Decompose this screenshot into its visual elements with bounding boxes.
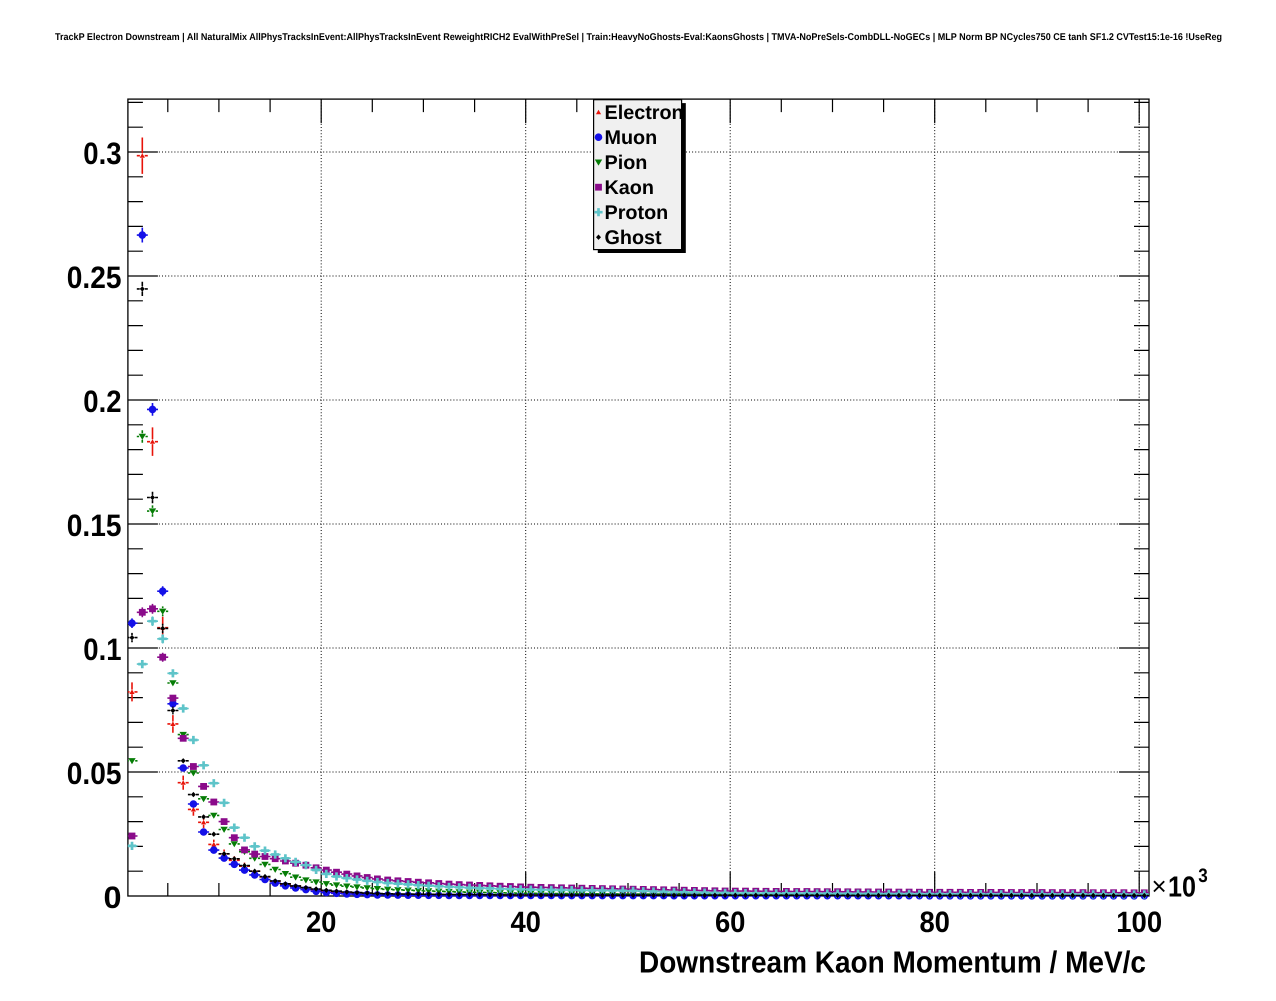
svg-text:Electron: Electron [605, 102, 684, 124]
svg-text:80: 80 [919, 906, 950, 939]
svg-text:100: 100 [1116, 906, 1162, 939]
svg-text:0.25: 0.25 [67, 260, 122, 295]
svg-text:0: 0 [104, 880, 122, 915]
svg-text:0.2: 0.2 [83, 384, 121, 419]
svg-text:Ghost: Ghost [605, 227, 663, 249]
svg-text:3: 3 [1198, 865, 1208, 887]
svg-text:40: 40 [510, 906, 541, 939]
svg-text:0.1: 0.1 [83, 632, 121, 667]
svg-text:0.3: 0.3 [83, 136, 121, 171]
svg-text:Downstream Kaon Momentum / MeV: Downstream Kaon Momentum / MeV/c [639, 946, 1146, 980]
svg-text:Kaon: Kaon [605, 177, 654, 199]
svg-text:0.05: 0.05 [67, 756, 122, 791]
svg-text:10: 10 [1168, 872, 1196, 904]
svg-text:TrackP Electron Downstream | A: TrackP Electron Downstream | All Natural… [55, 32, 1222, 43]
svg-text:Pion: Pion [605, 152, 648, 174]
svg-text:0.15: 0.15 [67, 508, 122, 543]
svg-text:60: 60 [715, 906, 746, 939]
svg-text:Muon: Muon [605, 127, 658, 149]
svg-text:×: × [1152, 871, 1167, 901]
svg-text:Proton: Proton [605, 202, 669, 224]
svg-text:20: 20 [306, 906, 337, 939]
